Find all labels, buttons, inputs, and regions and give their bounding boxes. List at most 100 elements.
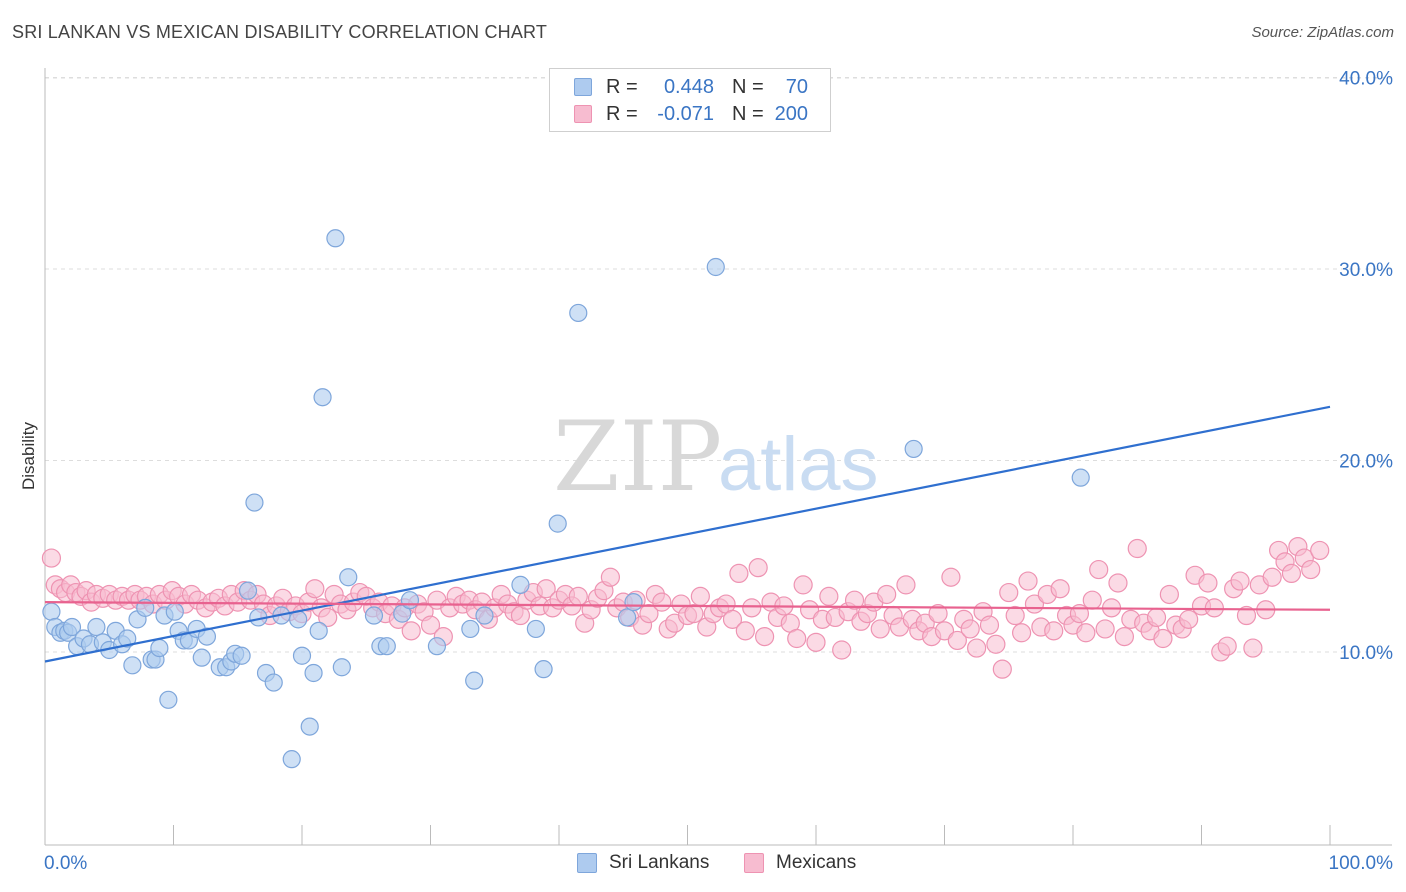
sri-lankans-point <box>1071 468 1090 487</box>
sri-lankans-point <box>624 593 643 612</box>
mexicans-point <box>1236 605 1257 626</box>
legend-n-label: N = <box>732 75 764 98</box>
mexicans-point <box>401 621 421 641</box>
mexicans-point <box>420 615 441 635</box>
mexicans-point <box>877 584 897 605</box>
chart-title: SRI LANKAN VS MEXICAN DISABILITY CORRELA… <box>12 22 548 42</box>
y-tick-label: 40.0% <box>1339 69 1393 90</box>
mexicans-point <box>639 604 659 624</box>
sri-lankans-point <box>304 663 323 683</box>
mexicans-point <box>787 628 807 649</box>
mexicans-point <box>992 659 1012 679</box>
sri-lankans-point <box>197 627 217 646</box>
mexicans-point <box>1050 579 1070 599</box>
sri-lankans-point <box>313 388 332 407</box>
sri-lankans-point <box>42 602 61 621</box>
correlation-legend: R = 0.448 N = 70 R = -0.071 N = 200 <box>549 68 831 132</box>
sri-lankans-point <box>238 581 258 600</box>
legend-item-sri-lankans[interactable]: Sri Lankans <box>577 852 709 874</box>
mexicans-point <box>806 632 826 652</box>
mexicans-point <box>1011 623 1032 643</box>
mexicans-point <box>986 634 1006 654</box>
legend-n-value: 70 <box>785 75 808 98</box>
sri-lankans-point <box>62 617 82 637</box>
legend-n-value: 200 <box>774 102 808 125</box>
sri-lankans-point <box>475 606 494 625</box>
sri-lankans-point <box>427 637 447 656</box>
mexicans-point <box>1127 538 1147 559</box>
x-tick-label-min: 0.0% <box>44 853 87 874</box>
mexicans-point <box>1230 571 1250 591</box>
sri-lankans-point <box>339 568 358 587</box>
sri-lankans-point <box>87 617 106 637</box>
mexicans-point <box>1198 573 1218 593</box>
tick-labels: 10.0% 20.0% 30.0% 40.0% 0.0% 100.0% Disability <box>19 69 1393 875</box>
mexicans-point <box>1179 609 1199 629</box>
mexicans-point <box>1089 559 1109 580</box>
sri-lankans-point <box>123 656 142 675</box>
x-tick-label-max: 100.0% <box>1329 853 1394 874</box>
mexicans-point <box>960 619 980 639</box>
sri-lankans-point <box>332 658 351 677</box>
mexicans-point <box>1217 636 1237 656</box>
sri-lankans-point <box>118 629 137 648</box>
mexicans-trend-line <box>44 601 1331 611</box>
mexicans-point <box>1310 540 1330 561</box>
sri-lankans-point <box>461 619 480 639</box>
legend-item-mexicans[interactable]: Mexicans <box>744 852 856 874</box>
mexicans-point <box>1243 638 1263 658</box>
mexicans-point <box>722 609 743 629</box>
mexicans-point <box>735 621 755 641</box>
mexicans-point <box>1044 621 1064 641</box>
mexicans-point <box>1301 559 1321 580</box>
sri-lankans-point <box>511 575 530 594</box>
sri-lankans-trend-line <box>44 405 1331 663</box>
sri-lankans-point <box>400 591 420 610</box>
mexicans-point <box>305 579 325 599</box>
sri-lankans-point <box>904 439 923 459</box>
mexicans-point <box>1108 573 1128 593</box>
sri-lankans-point <box>292 646 312 665</box>
sri-lankans-point <box>159 690 178 709</box>
mexicans-point <box>793 575 813 595</box>
sri-lankans-point <box>165 602 184 621</box>
sri-lankans-point <box>150 638 169 658</box>
mexicans-point <box>1159 584 1179 605</box>
mexicans-point <box>41 548 62 568</box>
sri-lankans-point <box>232 646 251 665</box>
mexicans-point <box>729 563 749 584</box>
mexicans-point <box>979 615 1000 635</box>
sri-lankans-point <box>192 648 211 667</box>
mexicans-point <box>536 579 556 599</box>
mexicans-point <box>1146 607 1167 628</box>
mexicans-point <box>652 592 672 612</box>
sri-lankans-point <box>465 671 484 690</box>
mexicans-point <box>1095 619 1115 639</box>
sri-lankans-point <box>245 493 264 512</box>
mexicans-point <box>1018 571 1038 591</box>
mexicans-point <box>967 638 987 658</box>
legend-label-sri-lankans: Sri Lankans <box>609 852 710 873</box>
mexicans-point <box>742 598 762 618</box>
mexicans-point <box>1082 590 1102 610</box>
mexicans-swatch <box>744 853 764 873</box>
mexicans-point <box>844 590 865 610</box>
mexicans-point <box>1204 598 1224 618</box>
sri-lankans-swatch <box>577 853 597 873</box>
mexicans-point <box>568 586 588 606</box>
mexicans-point <box>1076 623 1096 643</box>
trend-lines <box>44 405 1331 663</box>
mexicans-point <box>1005 605 1025 626</box>
chart-source: Source: ZipAtlas.com <box>1251 24 1394 41</box>
legend-row-sri-lankans: R = 0.448 N = 70 <box>574 75 808 99</box>
mexicans-point <box>799 600 820 620</box>
mexicans-point <box>947 630 967 651</box>
watermark-atlas: atlas <box>718 422 879 507</box>
legend-r-label: R = <box>606 102 638 125</box>
mexicans-point <box>748 558 768 578</box>
legend-swatch-blue <box>574 78 592 96</box>
sri-lankans-point <box>282 750 301 769</box>
mexicans-point <box>1262 567 1282 587</box>
mexicans-point <box>1281 563 1302 584</box>
